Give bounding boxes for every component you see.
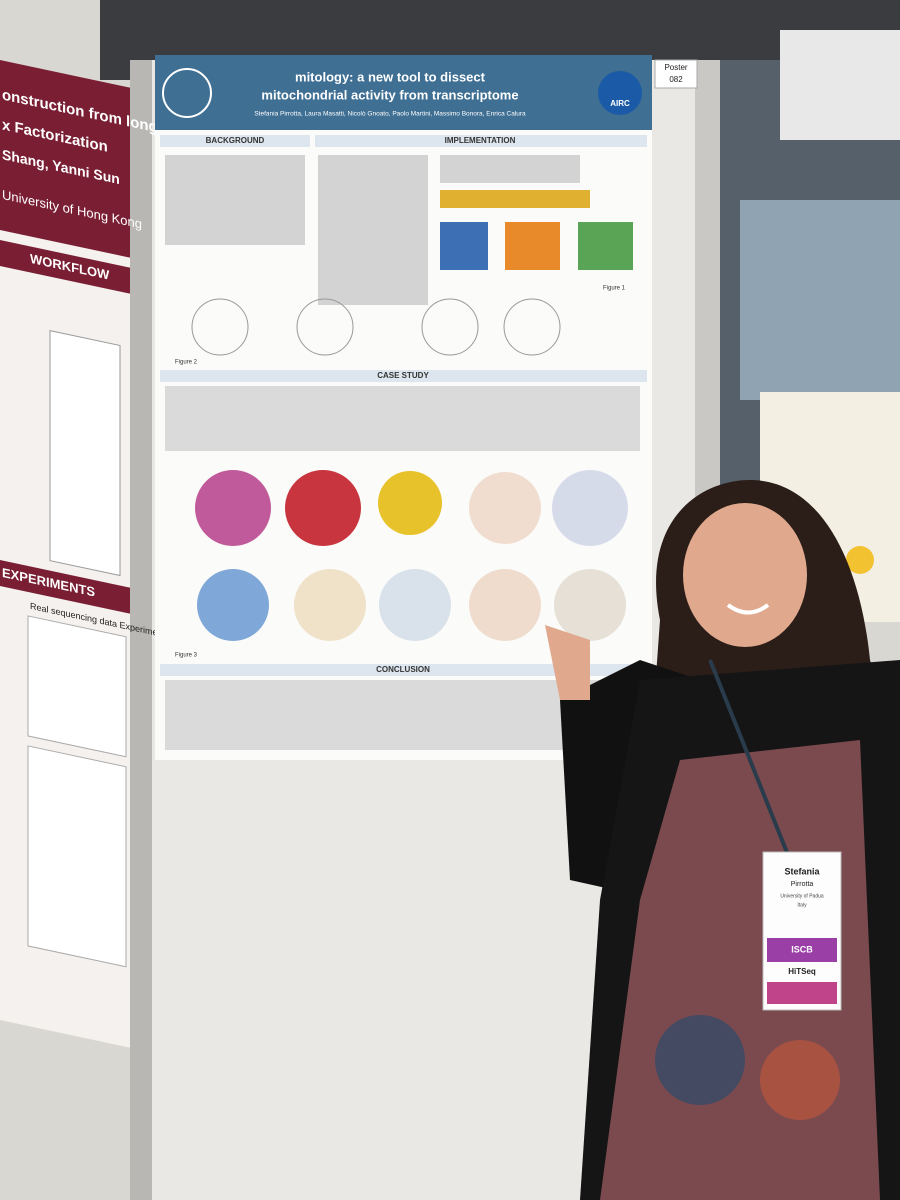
poster-authors: Stefania Pirrotta, Laura Masatti, Nicolò… bbox=[254, 111, 526, 118]
shape bbox=[554, 569, 626, 641]
body-text bbox=[165, 386, 640, 451]
chart-panel bbox=[27, 745, 127, 968]
shape bbox=[285, 470, 361, 546]
shape bbox=[195, 470, 271, 546]
spatial-plots bbox=[195, 470, 628, 641]
shape bbox=[379, 569, 451, 641]
section-title: BACKGROUND bbox=[206, 136, 265, 145]
figure-hierarchy bbox=[440, 190, 590, 208]
shape bbox=[318, 155, 428, 305]
section-title: IMPLEMENTATION bbox=[445, 136, 516, 145]
badge-last-name: Pirrotta bbox=[791, 881, 814, 888]
section-bar bbox=[160, 370, 647, 382]
ceiling-panel bbox=[780, 30, 900, 140]
shape bbox=[197, 569, 269, 641]
badge-footer bbox=[767, 982, 837, 1004]
poster-number-tag bbox=[654, 59, 698, 89]
badge-country: Italy bbox=[797, 902, 807, 908]
section-bar bbox=[315, 135, 647, 147]
section-bar bbox=[0, 560, 130, 614]
board-frame bbox=[130, 60, 152, 1200]
airc-logo bbox=[598, 71, 642, 115]
poster-title: mitochondrial activity from transcriptom… bbox=[261, 87, 518, 102]
shape bbox=[469, 472, 541, 544]
left-poster: onstruction from long read x Factorizati… bbox=[0, 59, 194, 1048]
shape bbox=[503, 298, 561, 356]
poster-number-label: Poster bbox=[664, 63, 687, 72]
poster-title: mitology: a new tool to dissect bbox=[295, 69, 486, 84]
section-bar bbox=[160, 664, 647, 676]
shape bbox=[378, 471, 442, 535]
figure-label: Figure 3 bbox=[175, 653, 198, 659]
badge-first-name: Stefania bbox=[784, 866, 820, 876]
figure-panel bbox=[440, 222, 488, 270]
window-light bbox=[740, 200, 900, 400]
dress-pattern bbox=[760, 1040, 840, 1120]
workflow-box bbox=[49, 330, 121, 577]
shape bbox=[469, 569, 541, 641]
figure-panel bbox=[578, 222, 633, 270]
university-seal bbox=[162, 68, 212, 118]
body-text bbox=[165, 155, 580, 305]
dress-pattern bbox=[655, 1015, 745, 1105]
hand bbox=[545, 625, 590, 700]
data-table bbox=[27, 615, 127, 758]
far-poster-figure bbox=[846, 546, 874, 574]
left-poster-header bbox=[0, 60, 130, 258]
section-bar bbox=[160, 135, 310, 147]
section-bar bbox=[0, 240, 130, 294]
badge-org: ISCB bbox=[791, 944, 813, 954]
lanyard bbox=[708, 659, 792, 861]
shape bbox=[165, 155, 305, 245]
figure-label: Figure 2 bbox=[175, 360, 198, 366]
section-title: CASE STUDY bbox=[377, 371, 429, 380]
badge-track: HiTSeq bbox=[788, 967, 816, 976]
figure-panel bbox=[505, 222, 560, 270]
shape bbox=[294, 569, 366, 641]
badge-band bbox=[767, 938, 837, 962]
shape bbox=[552, 470, 628, 546]
shape bbox=[191, 298, 249, 356]
badge-affiliation: University of Padua bbox=[780, 893, 824, 899]
smile bbox=[726, 603, 770, 615]
face bbox=[683, 503, 807, 647]
shape bbox=[440, 155, 580, 183]
poster-header bbox=[155, 55, 652, 130]
shape bbox=[421, 298, 479, 356]
shape bbox=[296, 298, 354, 356]
dendrograms bbox=[191, 298, 561, 356]
section-title: CONCLUSION bbox=[376, 665, 430, 674]
poster-number: 082 bbox=[669, 75, 683, 84]
figure-label: Figure 1 bbox=[603, 286, 626, 292]
logo-text: AIRC bbox=[610, 99, 630, 108]
